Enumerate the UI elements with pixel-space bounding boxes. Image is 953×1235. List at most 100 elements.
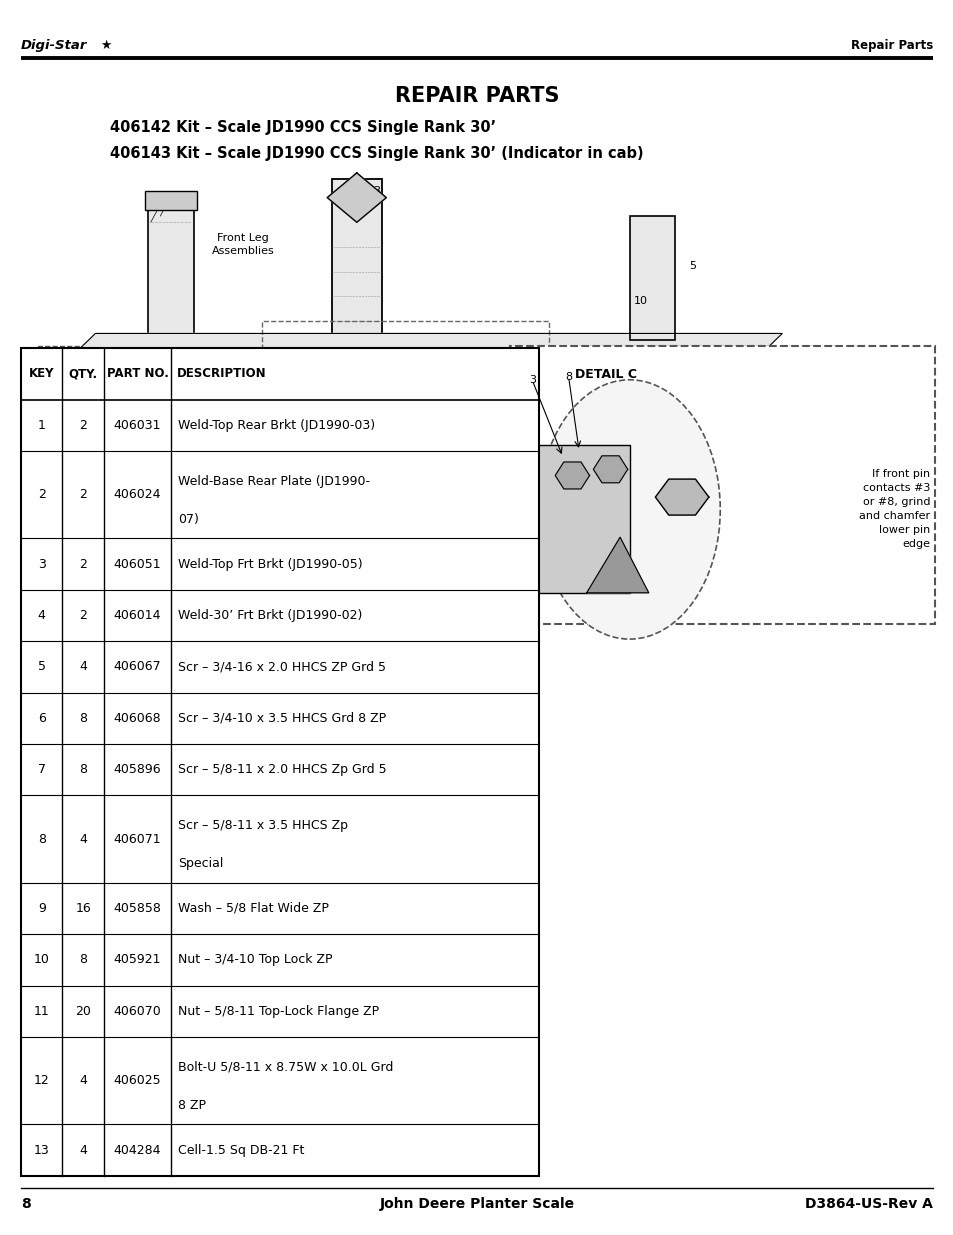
Text: 2: 2 [79,609,87,622]
Text: 406067: 406067 [113,661,161,673]
Text: Scr – 5/8-11 x 2.0 HHCS Zp Grd 5: Scr – 5/8-11 x 2.0 HHCS Zp Grd 5 [177,763,386,777]
Text: Special: Special [177,857,223,871]
Text: 8, 11: 8, 11 [245,388,274,398]
Polygon shape [655,479,708,515]
Ellipse shape [538,380,720,640]
Bar [534,445,629,593]
Text: REPAIR PARTS: REPAIR PARTS [395,86,558,106]
Bar [510,346,934,624]
Text: 406031: 406031 [113,419,161,432]
Text: Repair Parts: Repair Parts [850,38,932,52]
Polygon shape [327,173,386,222]
Circle shape [166,393,177,408]
Text: Weld-Base Rear Plate (JD1990-: Weld-Base Rear Plate (JD1990- [177,475,370,488]
Bar [253,496,443,534]
Text: DESCRIPTION: DESCRIPTION [176,368,266,380]
Text: 8: 8 [564,372,572,382]
Text: 4: 4 [79,832,87,846]
Text: Front Leg
Assemblies: Front Leg Assemblies [212,233,274,256]
Text: 11, 12: 11, 12 [256,652,291,662]
Text: 20: 20 [75,1005,91,1018]
Text: 406024: 406024 [113,488,161,501]
Text: 405896: 405896 [113,763,161,777]
Circle shape [690,393,701,408]
Text: 1: 1 [495,530,502,540]
Polygon shape [76,333,781,352]
Text: QTY.: QTY. [69,368,97,380]
Text: 4: 4 [79,1144,87,1156]
Text: 3: 3 [38,558,46,571]
Text: PART NO.: PART NO. [107,368,169,380]
Text: 1: 1 [38,419,46,432]
Text: 405858: 405858 [113,902,161,915]
Text: If front pin
contacts #3
or #8, grind
and chamfer
lower pin
edge: If front pin contacts #3 or #8, grind an… [858,469,929,550]
Text: 7: 7 [38,763,46,777]
Text: 16: 16 [75,902,91,915]
Text: 406014: 406014 [113,609,161,622]
Text: Weld-Top Rear Brkt (JD1990-03): Weld-Top Rear Brkt (JD1990-03) [177,419,375,432]
Text: 3: 3 [373,186,380,196]
Text: 9: 9 [38,902,46,915]
Text: DETAIL C: DETAIL C [575,368,636,382]
Text: Nut – 5/8-11 Top-Lock Flange ZP: Nut – 5/8-11 Top-Lock Flange ZP [177,1005,378,1018]
Text: 406142 Kit – Scale JD1990 CCS Single Rank 30’: 406142 Kit – Scale JD1990 CCS Single Ran… [110,120,496,135]
Text: ★: ★ [100,38,112,52]
Circle shape [185,393,196,408]
Text: 8: 8 [38,832,46,846]
Text: 11: 11 [33,1005,50,1018]
Text: 406068: 406068 [113,711,161,725]
Bar [586,373,824,420]
Text: 4: 4 [79,1074,87,1087]
Text: John Deere Planter Scale: John Deere Planter Scale [379,1197,574,1212]
Bar [76,352,762,395]
Bar [145,191,197,210]
Text: 2: 2 [38,488,46,501]
Text: 8 ZP: 8 ZP [177,1099,206,1112]
Text: 2: 2 [155,652,163,662]
Bar [21,348,538,1176]
Text: Left: Left [352,652,373,662]
Text: Nut – 3/4-10 Top Lock ZP: Nut – 3/4-10 Top Lock ZP [177,953,332,966]
Bar [329,401,384,519]
Circle shape [75,393,87,408]
Bar [62,370,329,420]
Text: 4: 4 [55,526,63,536]
Text: 406070: 406070 [113,1005,161,1018]
Text: 3: 3 [287,436,294,446]
Text: Weld-30’ Frt Brkt (JD1990-02): Weld-30’ Frt Brkt (JD1990-02) [177,609,362,622]
Text: Right: Right [796,452,824,462]
Text: 406025: 406025 [113,1074,161,1087]
Text: Scr – 3/4-16 x 2.0 HHCS ZP Grd 5: Scr – 3/4-16 x 2.0 HHCS ZP Grd 5 [177,661,385,673]
Text: 13: 13 [141,368,154,378]
Text: 07): 07) [177,513,198,526]
Text: 406051: 406051 [113,558,161,571]
Text: Rear Leg
Assemblies: Rear Leg Assemblies [540,461,603,483]
Text: 2: 2 [79,488,87,501]
Text: 405921: 405921 [113,953,161,966]
Text: 2: 2 [79,419,87,432]
Text: 5: 5 [688,261,696,270]
Text: Cell-1.5 Sq DB-21 Ft: Cell-1.5 Sq DB-21 Ft [177,1144,304,1156]
Bar [262,321,548,519]
Circle shape [94,393,106,408]
Text: Bolt-U 5/8-11 x 8.75W x 10.0L Grd: Bolt-U 5/8-11 x 8.75W x 10.0L Grd [177,1061,393,1074]
Text: 12: 12 [33,1074,50,1087]
Text: 404284: 404284 [113,1144,161,1156]
Text: 4: 4 [38,609,46,622]
Text: 4: 4 [79,661,87,673]
Text: Scr – 3/4-10 x 3.5 HHCS Grd 8 ZP: Scr – 3/4-10 x 3.5 HHCS Grd 8 ZP [177,711,386,725]
Circle shape [595,393,606,408]
Polygon shape [555,462,589,489]
Bar [19,161,943,667]
Bar [148,210,193,346]
Text: 5: 5 [38,661,46,673]
Text: Weld-Top Frt Brkt (JD1990-05): Weld-Top Frt Brkt (JD1990-05) [177,558,362,571]
Text: 406143 Kit – Scale JD1990 CCS Single Rank 30’ (Indicator in cab): 406143 Kit – Scale JD1990 CCS Single Ran… [110,146,642,161]
Text: 8: 8 [21,1197,30,1212]
Text: 3: 3 [528,375,536,385]
Text: Scr – 5/8-11 x 3.5 HHCS Zp: Scr – 5/8-11 x 3.5 HHCS Zp [177,819,348,832]
Text: 6: 6 [38,711,46,725]
Text: 406071: 406071 [113,832,161,846]
Text: 10: 10 [634,296,647,306]
Text: Digi-Star: Digi-Star [21,38,88,52]
